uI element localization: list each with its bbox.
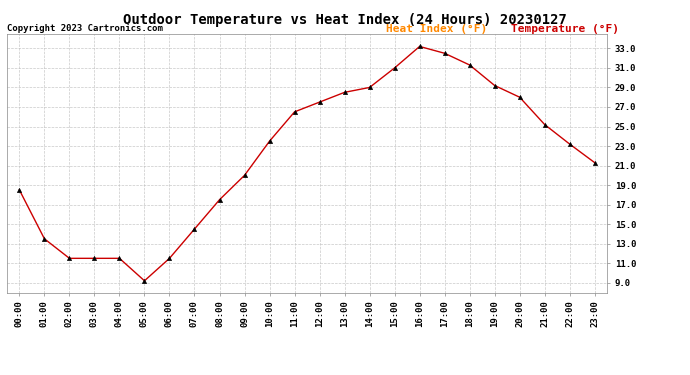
Text: Temperature (°F): Temperature (°F) — [511, 24, 619, 34]
Text: Heat Index (°F): Heat Index (°F) — [386, 24, 495, 34]
Text: Copyright 2023 Cartronics.com: Copyright 2023 Cartronics.com — [7, 24, 163, 33]
Text: Outdoor Temperature vs Heat Index (24 Hours) 20230127: Outdoor Temperature vs Heat Index (24 Ho… — [123, 13, 567, 27]
